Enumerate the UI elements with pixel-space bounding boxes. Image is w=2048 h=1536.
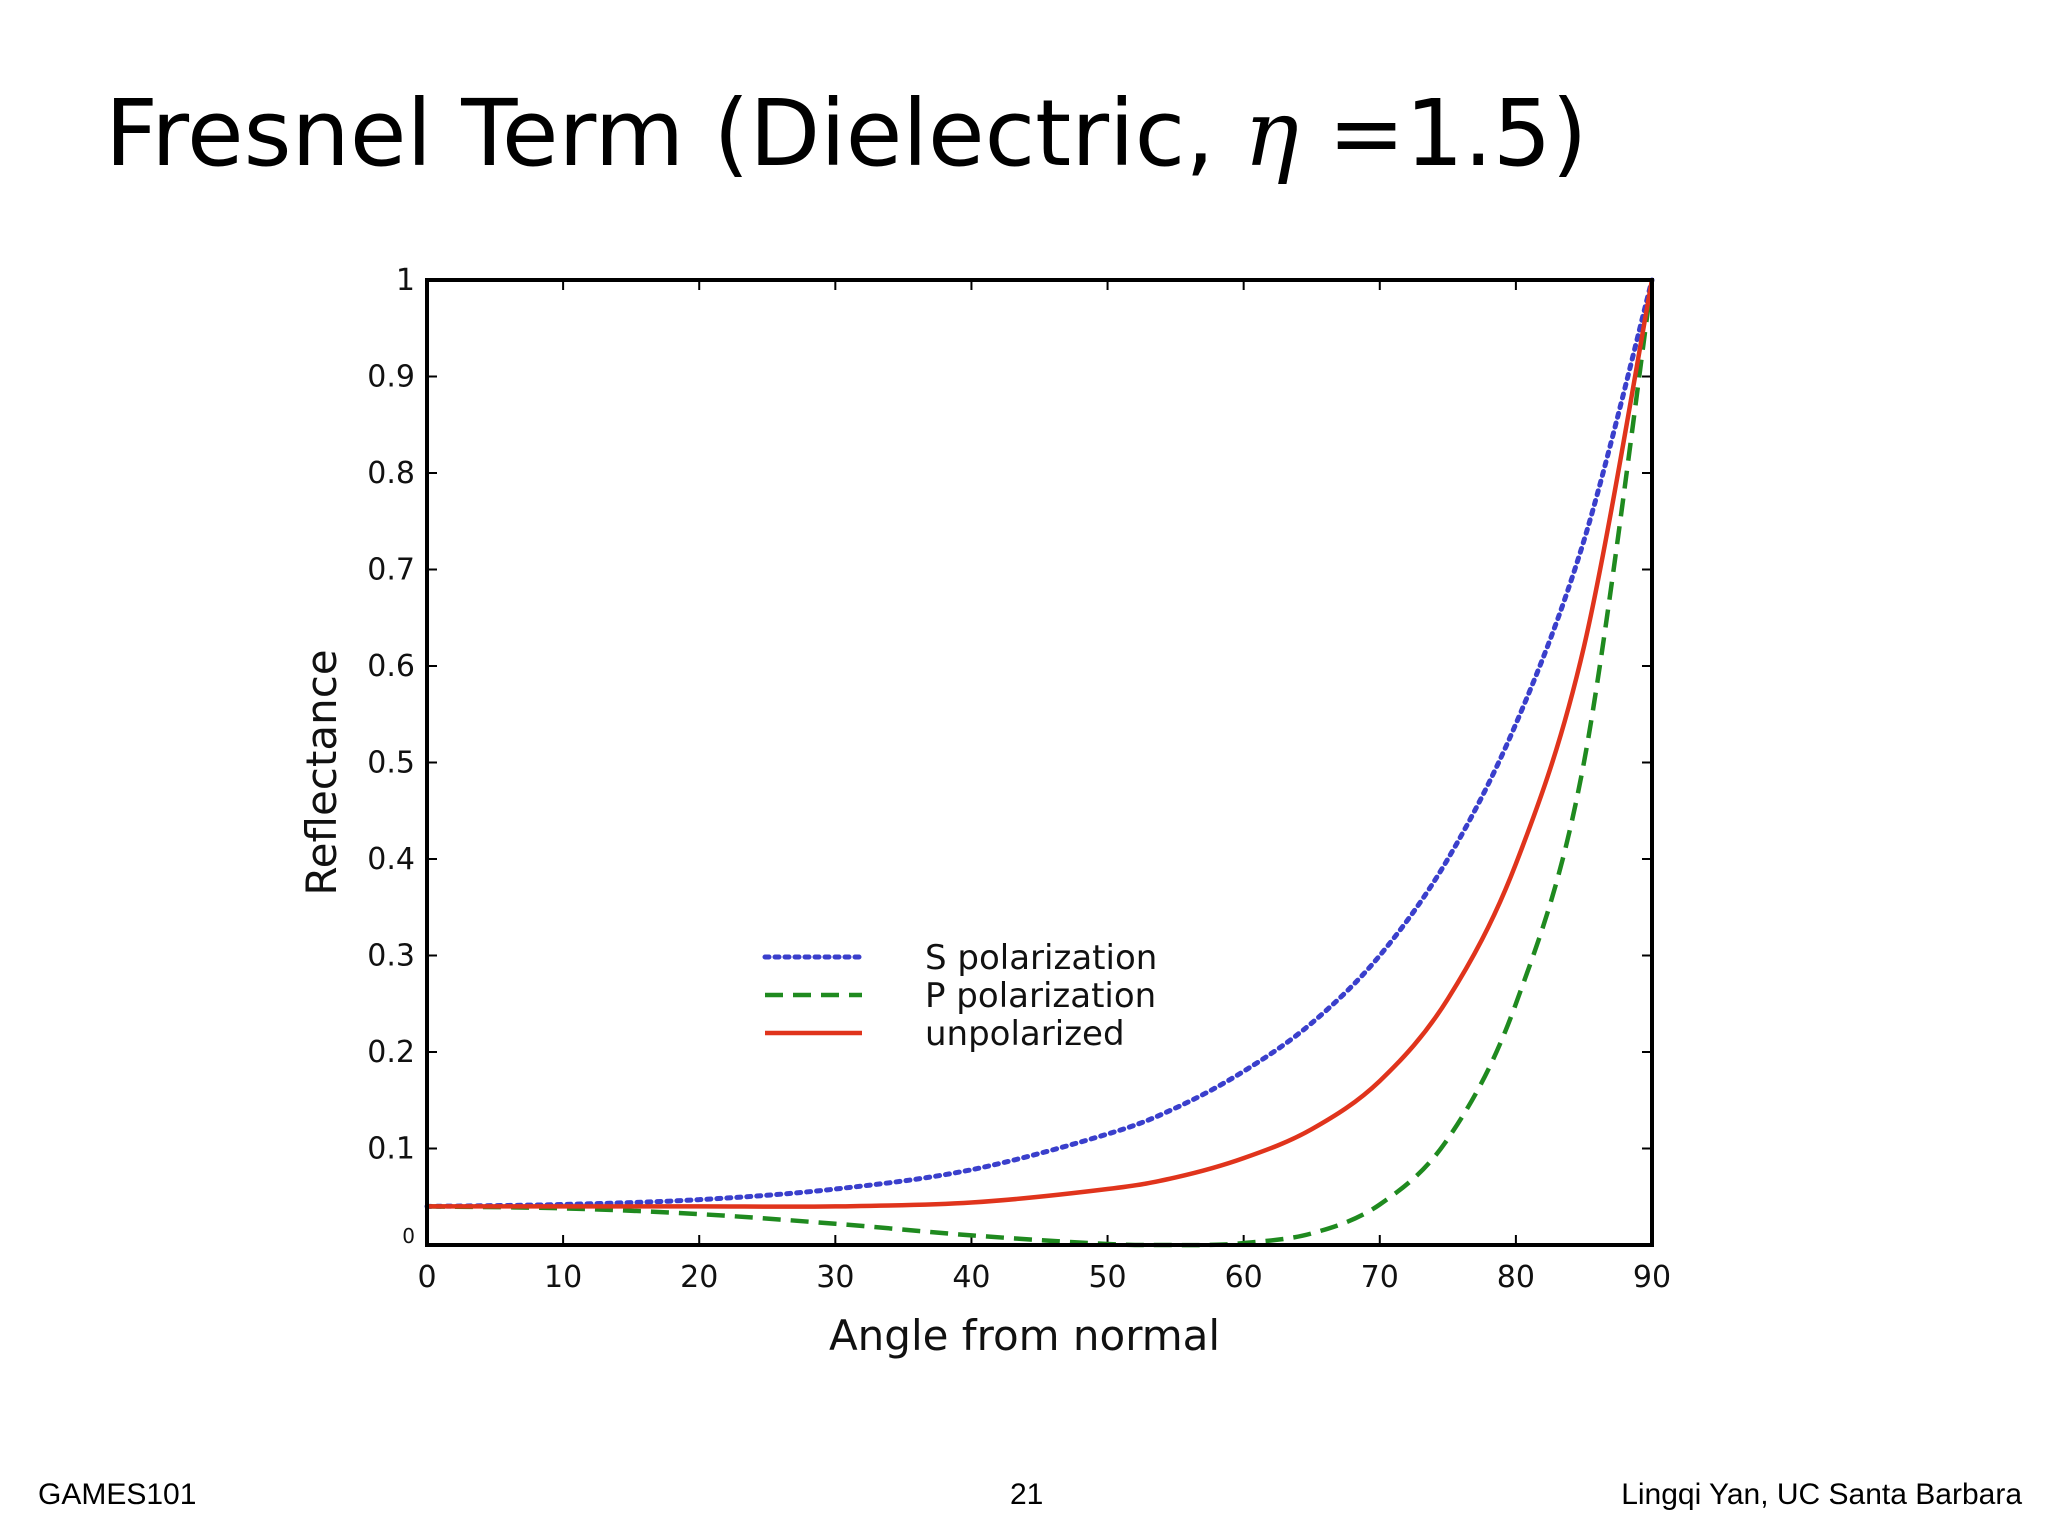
y-tick-label: 0.6	[367, 649, 415, 684]
y-tick-label: 0.8	[367, 456, 415, 491]
series-line-unpolarized	[427, 279, 1655, 1209]
x-tick-label: 60	[1225, 1260, 1263, 1295]
y-axis-label: Reflectance	[297, 649, 346, 895]
legend-entry: S polarization	[925, 938, 1157, 978]
title-prefix: Fresnel Term (Dielectric,	[105, 80, 1244, 187]
footer-course: GAMES101	[38, 1478, 197, 1511]
x-tick-label: 30	[816, 1260, 854, 1295]
footer-author: Lingqi Yan, UC Santa Barbara	[1621, 1478, 2022, 1511]
x-tick-label: 20	[680, 1260, 718, 1295]
series-layer	[424, 277, 1655, 1248]
x-tick-label: 40	[952, 1260, 990, 1295]
y-tick-label: 0.5	[367, 746, 415, 781]
y-tick-label: 0.9	[367, 360, 415, 395]
x-axis-label: Angle from normal	[829, 1311, 1220, 1360]
y-tick-label: 0.7	[367, 553, 415, 588]
y-tick-label: 0	[402, 1224, 415, 1248]
slide-title: Fresnel Term (Dielectric, η =1.5)	[105, 80, 1587, 187]
legend-entry: unpolarized	[925, 1014, 1125, 1054]
eta-symbol: η	[1243, 80, 1299, 187]
plot-frame	[425, 278, 1654, 1247]
y-tick-label: 0.4	[367, 842, 415, 877]
y-tick-label: 0.3	[367, 939, 415, 974]
x-tick-label: 10	[544, 1260, 582, 1295]
y-tick-label: 0.1	[367, 1132, 415, 1167]
y-tick-label: 0.2	[367, 1035, 415, 1070]
axis-ticks	[426, 279, 1653, 1246]
series-line-p-polarization	[426, 279, 1655, 1248]
title-suffix: =1.5)	[1298, 80, 1588, 187]
x-tick-label: 50	[1088, 1260, 1126, 1295]
footer-page-number: 21	[1010, 1478, 1044, 1511]
x-tick-label: 70	[1361, 1260, 1399, 1295]
tick-labels: 0 10 20 30 40 50 60 70 80 90 0 0.1 0.2 0.3 0.4 0.5 0.6 0.…	[367, 263, 1671, 1295]
series-line-s-polarization	[424, 277, 1655, 1209]
x-tick-label: 0	[417, 1260, 436, 1295]
y-tick-label: 1	[396, 263, 415, 298]
x-tick-label: 80	[1497, 1260, 1535, 1295]
x-tick-label: 90	[1633, 1260, 1671, 1295]
legend-entry: P polarization	[925, 976, 1156, 1016]
